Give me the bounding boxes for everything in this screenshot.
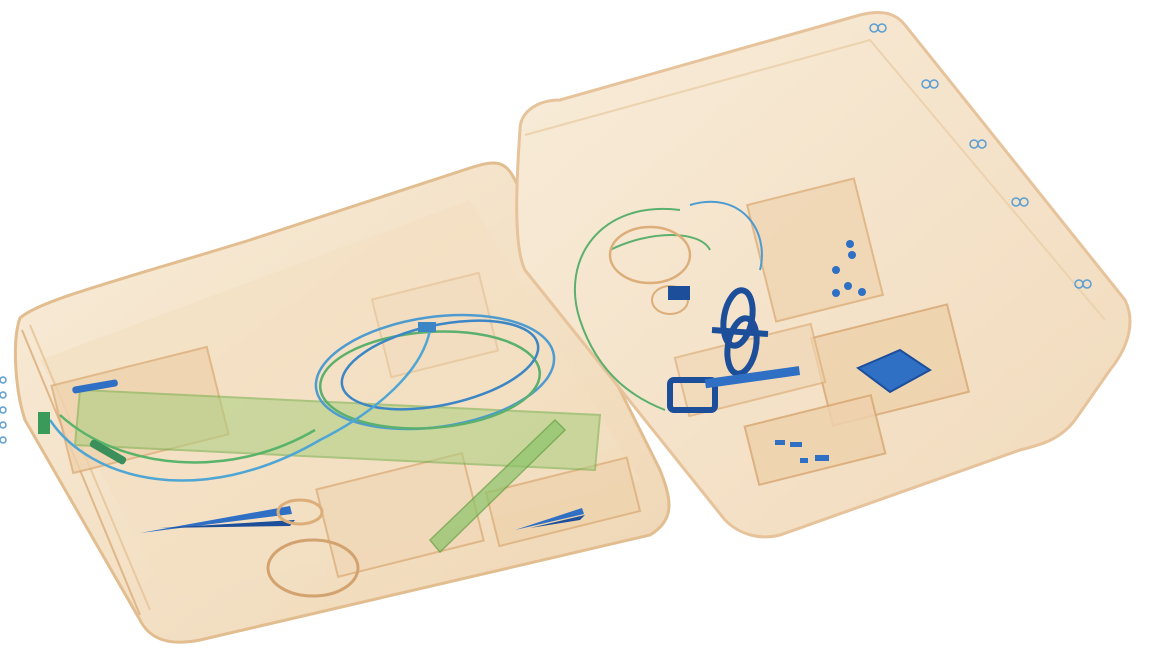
right-case-half xyxy=(515,11,1132,539)
metal-connector xyxy=(667,286,801,413)
left-case-half xyxy=(13,161,671,644)
scissors-small xyxy=(515,508,585,530)
metal-clamp xyxy=(711,287,769,377)
partial-object-left-edge xyxy=(0,376,7,444)
scissors-left xyxy=(140,498,324,533)
blue-device xyxy=(856,348,932,394)
